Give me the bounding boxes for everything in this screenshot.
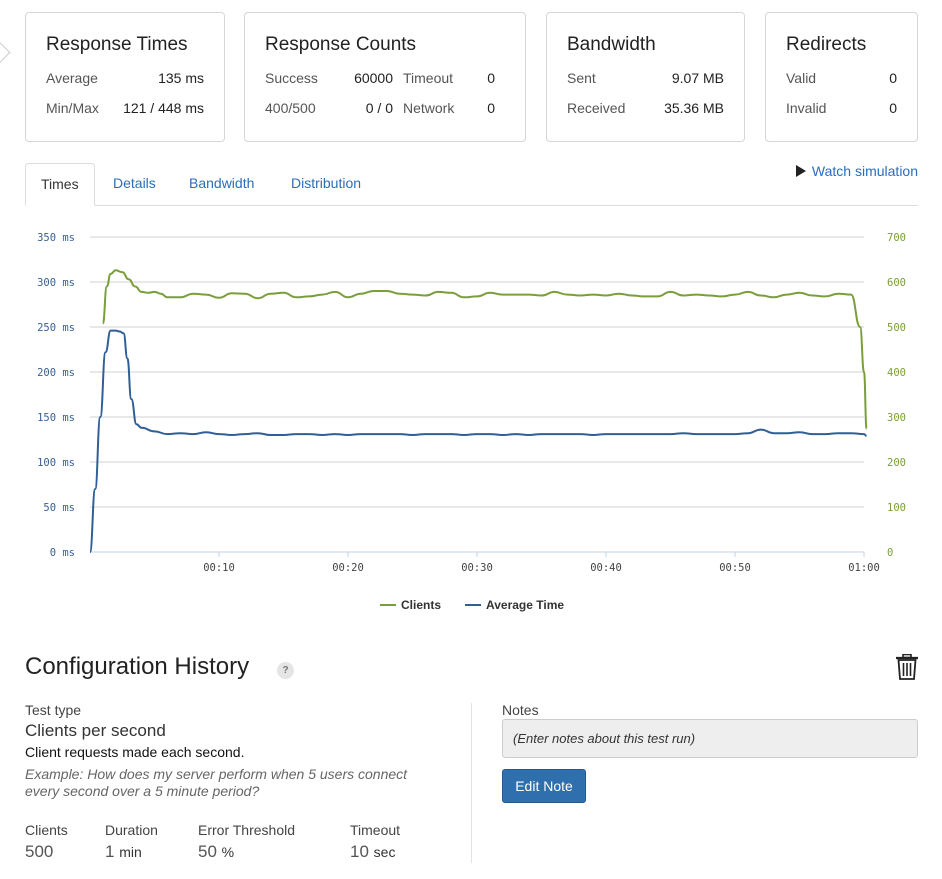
help-icon[interactable]: ? xyxy=(277,662,294,679)
left-tick-label: 150 ms xyxy=(37,412,75,424)
x-tick-label: 00:30 xyxy=(461,562,493,574)
right-tick-label: 100 xyxy=(887,502,906,514)
chart-grid xyxy=(90,236,864,553)
min-max-value: 121 / 448 ms xyxy=(123,100,204,116)
left-tick-label: 0 ms xyxy=(50,547,75,559)
response-times-chart: 0 ms 50 ms 100 ms 150 ms 200 ms 250 ms 300 ms 3… xyxy=(37,232,906,612)
param-error-threshold-label: Error Threshold xyxy=(198,822,296,838)
legend-average-time-label: Average Time xyxy=(486,598,564,612)
right-axis-ticks: 0 100 200 300 400 500 600 700 xyxy=(887,232,906,559)
average-value: 135 ms xyxy=(158,70,204,86)
x-axis-ticks: 00:10 00:20 00:30 00:40 00:50 01:00 xyxy=(203,552,880,574)
right-tick-label: 200 xyxy=(887,457,906,469)
success-value: 60000 xyxy=(354,70,393,86)
received-value: 35.36 MB xyxy=(664,100,724,116)
trash-icon[interactable] xyxy=(895,654,919,680)
right-tick-label: 500 xyxy=(887,322,906,334)
left-tick-label: 350 ms xyxy=(37,232,75,244)
config-divider xyxy=(471,703,472,863)
clients-series-line xyxy=(101,269,868,430)
tab-distribution[interactable]: Distribution xyxy=(291,175,362,191)
tab-times[interactable]: Times xyxy=(25,163,95,206)
param-clients-value: 500 xyxy=(25,842,54,861)
notes-label: Notes xyxy=(502,702,539,718)
left-tick-label: 200 ms xyxy=(37,367,75,379)
valid-value: 0 xyxy=(889,70,897,86)
invalid-label: Invalid xyxy=(786,100,827,116)
x-tick-label: 01:00 xyxy=(848,562,880,574)
edit-note-button[interactable]: Edit Note xyxy=(502,769,586,803)
test-type-value: Clients per second xyxy=(25,721,166,740)
chart-series xyxy=(89,269,868,553)
received-label: Received xyxy=(567,100,626,116)
param-error-threshold-value: 50 % xyxy=(198,842,235,861)
left-tick-label: 50 ms xyxy=(43,502,75,514)
left-tick-label: 100 ms xyxy=(37,457,75,469)
watch-simulation-link[interactable]: Watch simulation xyxy=(795,163,918,179)
play-icon xyxy=(795,165,806,177)
test-type-label: Test type xyxy=(25,702,82,718)
param-timeout-value: 10 sec xyxy=(350,842,396,861)
notes-field[interactable]: (Enter notes about this test run) xyxy=(502,719,918,758)
response-counts-title: Response Counts xyxy=(265,34,417,55)
test-type-example: Example: How does my server perform when… xyxy=(25,766,408,799)
left-axis-ticks: 0 ms 50 ms 100 ms 150 ms 200 ms 250 ms 300 ms 3… xyxy=(37,232,75,559)
param-clients-label: Clients xyxy=(25,822,68,838)
network-value: 0 xyxy=(487,100,495,116)
right-tick-label: 600 xyxy=(887,277,906,289)
configuration-history-title: Configuration History xyxy=(25,653,250,680)
tab-bandwidth[interactable]: Bandwidth xyxy=(189,175,255,191)
param-duration-value: 1 min xyxy=(105,842,142,861)
legend-clients-label: Clients xyxy=(401,598,441,612)
x-tick-label: 00:20 xyxy=(332,562,364,574)
sent-value: 9.07 MB xyxy=(671,70,724,86)
param-duration-label: Duration xyxy=(105,822,158,838)
right-tick-label: 300 xyxy=(887,412,906,424)
invalid-value: 0 xyxy=(889,100,897,116)
left-tick-label: 250 ms xyxy=(37,322,75,334)
bandwidth-title: Bandwidth xyxy=(567,34,656,55)
x-tick-label: 00:40 xyxy=(590,562,622,574)
timeout-value: 0 xyxy=(487,70,495,86)
valid-label: Valid xyxy=(786,70,817,86)
success-label: Success xyxy=(265,70,318,86)
sent-label: Sent xyxy=(567,70,596,86)
watch-simulation-label: Watch simulation xyxy=(811,163,918,179)
redirects-title: Redirects xyxy=(786,34,867,55)
left-tick-label: 300 ms xyxy=(37,277,75,289)
result-tabs: Times Details Bandwidth Distribution xyxy=(25,163,918,206)
param-timeout-label: Timeout xyxy=(350,822,401,838)
response-counts-card: Response Counts Success 60000 Timeout 0 … xyxy=(244,12,526,142)
tab-details[interactable]: Details xyxy=(113,175,156,191)
right-tick-label: 0 xyxy=(887,547,893,559)
error-400-500-label: 400/500 xyxy=(265,100,316,116)
previous-nav-chevron-icon[interactable] xyxy=(0,40,11,65)
response-times-card: Response Times Average 135 ms Min/Max 12… xyxy=(25,12,225,142)
response-times-title: Response Times xyxy=(46,34,188,55)
error-400-500-value: 0 / 0 xyxy=(365,100,393,116)
bandwidth-card: Bandwidth Sent 9.07 MB Received 35.36 MB xyxy=(546,12,745,142)
x-tick-label: 00:10 xyxy=(203,562,235,574)
x-tick-label: 00:50 xyxy=(719,562,751,574)
min-max-label: Min/Max xyxy=(46,100,99,116)
right-tick-label: 700 xyxy=(887,232,906,244)
average-label: Average xyxy=(46,70,98,86)
average-time-series-line xyxy=(89,329,867,553)
timeout-label: Timeout xyxy=(403,70,454,86)
chart-legend: Clients Average Time xyxy=(380,598,564,612)
network-label: Network xyxy=(403,100,455,116)
right-tick-label: 400 xyxy=(887,367,906,379)
test-type-description: Client requests made each second. xyxy=(25,744,245,760)
redirects-card: Redirects Valid 0 Invalid 0 xyxy=(765,12,918,142)
